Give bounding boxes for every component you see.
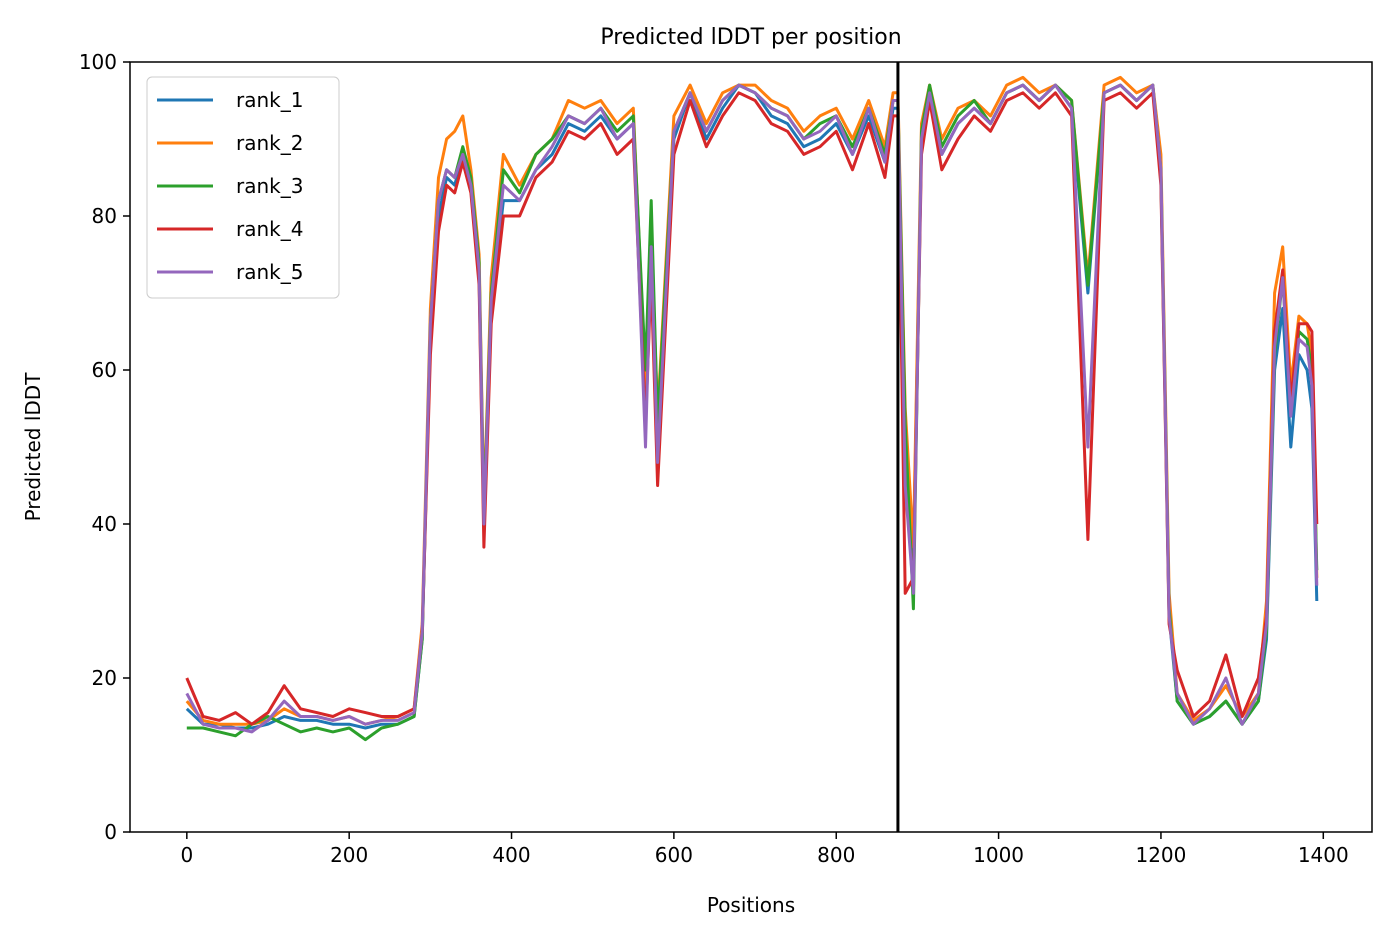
x-axis: 0 200 400 600 800 1000 1200 1400: [180, 832, 1349, 867]
plot-frame: [129, 61, 1373, 833]
legend-label-rank-2: rank_2: [236, 131, 303, 155]
y-tick-label: 80: [92, 204, 117, 228]
legend-label-rank-5: rank_5: [236, 260, 303, 284]
series-line-rank-5: [185, 83, 1319, 734]
x-tick-label: 600: [655, 843, 693, 867]
x-tick-label: 400: [492, 843, 530, 867]
x-tick-label: 1400: [1298, 843, 1349, 867]
plot-area: [129, 61, 1373, 833]
legend-label-rank-4: rank_4: [236, 217, 303, 241]
x-tick-label: 1200: [1135, 843, 1186, 867]
y-tick-label: 0: [104, 820, 117, 844]
x-tick-label: 1000: [973, 843, 1024, 867]
legend: rank_1 rank_2 rank_3 rank_4 rank_5: [146, 76, 340, 299]
series-layer: [185, 75, 1319, 742]
x-tick-label: 200: [330, 843, 368, 867]
y-axis-label: Predicted lDDT: [21, 372, 45, 522]
y-tick-label: 20: [92, 666, 117, 690]
legend-label-rank-3: rank_3: [236, 174, 303, 198]
y-axis: 0 20 40 60 80 100: [79, 50, 130, 844]
y-tick-label: 60: [92, 358, 117, 382]
x-axis-label: Positions: [707, 893, 795, 917]
chart-title: Predicted lDDT per position: [600, 25, 901, 50]
x-tick-label: 800: [817, 843, 855, 867]
y-tick-label: 100: [79, 50, 117, 74]
legend-label-rank-1: rank_1: [236, 88, 303, 112]
legend-box: [146, 76, 340, 299]
x-tick-label: 0: [180, 843, 193, 867]
y-tick-label: 40: [92, 512, 117, 536]
